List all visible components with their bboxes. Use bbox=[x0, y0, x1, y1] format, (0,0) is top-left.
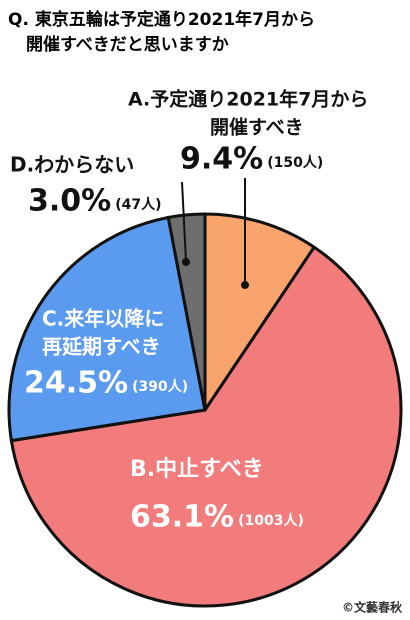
slice-label: 再延期すべき bbox=[42, 335, 161, 359]
slice-label: D.わからない bbox=[10, 153, 134, 177]
count-label: (390人) bbox=[132, 378, 188, 395]
count-label: (1003人) bbox=[238, 512, 304, 529]
value-label: 63.1% bbox=[130, 500, 234, 535]
count-label: (150人) bbox=[267, 154, 323, 171]
count-label: (47人) bbox=[115, 196, 161, 213]
pie-slice bbox=[9, 245, 403, 608]
pie-slice bbox=[203, 212, 317, 415]
pie-slice bbox=[166, 212, 207, 411]
leader-line bbox=[181, 181, 187, 263]
chart-title: 開催すべきだと思いますか bbox=[26, 34, 229, 55]
leader-dot bbox=[182, 258, 190, 266]
credit: ©文藝春秋 bbox=[342, 600, 403, 615]
pie-slice bbox=[7, 215, 207, 443]
value-label: 3.0% bbox=[28, 184, 111, 219]
chart-title: Q. 東京五輪は予定通り2021年7月から bbox=[8, 9, 315, 30]
value-label: 24.5% bbox=[24, 366, 128, 401]
leader-dot bbox=[241, 281, 249, 289]
slice-label: C.来年以降に bbox=[42, 307, 164, 331]
slice-label: B.中止すべき bbox=[130, 457, 264, 482]
slice-label: A.予定通り2021年7月から bbox=[128, 88, 368, 111]
value-label: 9.4% bbox=[180, 142, 263, 177]
slice-label: 開催すべき bbox=[210, 116, 304, 139]
